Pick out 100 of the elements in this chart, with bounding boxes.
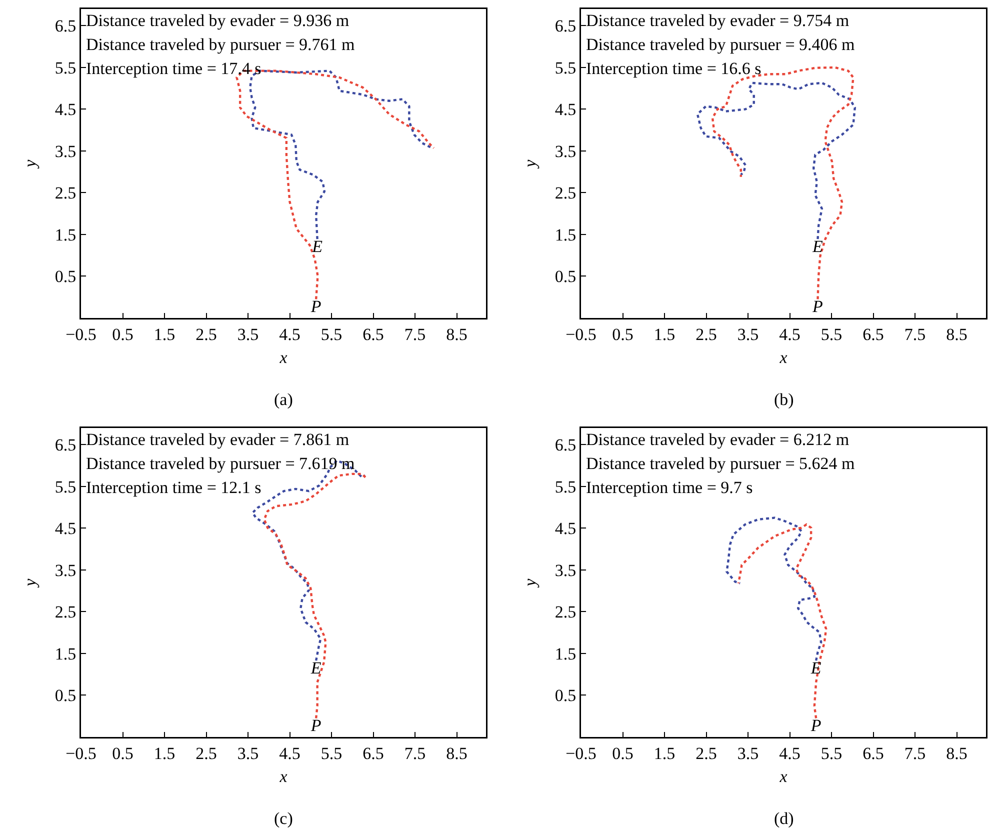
y-tick-label: 6.5 xyxy=(554,436,576,455)
x-tick-label: 2.5 xyxy=(696,744,717,763)
annotation: Distance traveled by pursuer = 9.406 m xyxy=(586,35,855,54)
x-tick-label: 1.5 xyxy=(154,744,176,763)
y-tick-label: 1.5 xyxy=(54,225,76,244)
annotation: Distance traveled by pursuer = 5.624 m xyxy=(586,454,855,473)
y-tick-label: 6.5 xyxy=(554,16,576,36)
x-axis-title: x xyxy=(278,348,288,368)
x-tick-label: 3.5 xyxy=(737,324,759,344)
x-tick-label: 6.5 xyxy=(362,744,384,763)
x-tick-label: 6.5 xyxy=(862,324,884,344)
y-tick-label: 3.5 xyxy=(554,560,576,580)
x-tick-label: 7.5 xyxy=(404,324,426,344)
x-tick-label: 8.5 xyxy=(446,744,468,763)
x-tick-label: 7.5 xyxy=(904,324,926,344)
annotation: P xyxy=(310,296,322,316)
annotation: Distance traveled by evader = 6.212 m xyxy=(586,430,850,449)
y-axis-title: y xyxy=(20,159,40,170)
y-tick-label: 4.5 xyxy=(554,100,576,120)
x-tick-label: −0.5 xyxy=(566,744,596,763)
x-tick-label: 0.5 xyxy=(112,324,134,344)
annotation: Distance traveled by pursuer = 9.761 m xyxy=(86,35,355,54)
annotation: Distance traveled by evader = 7.861 m xyxy=(86,430,350,449)
y-tick-label: 0.5 xyxy=(54,267,76,286)
y-tick-label: 2.5 xyxy=(54,602,76,622)
x-tick-label: 5.5 xyxy=(320,744,342,763)
x-tick-label: 5.5 xyxy=(820,744,842,763)
y-tick-label: 6.5 xyxy=(54,16,76,36)
y-tick-label: 3.5 xyxy=(54,142,76,161)
y-tick-label: 1.5 xyxy=(54,644,76,664)
x-tick-label: 4.5 xyxy=(779,324,800,344)
x-tick-label: 5.5 xyxy=(820,324,842,344)
x-tick-label: 2.5 xyxy=(696,324,717,344)
x-tick-label: 1.5 xyxy=(654,744,676,763)
y-tick-label: 2.5 xyxy=(554,602,576,622)
x-tick-label: −0.5 xyxy=(566,324,596,344)
x-tick-label: 8.5 xyxy=(946,324,968,344)
x-tick-label: 6.5 xyxy=(862,744,884,763)
annotation: P xyxy=(310,716,322,735)
x-tick-label: 7.5 xyxy=(904,744,926,763)
x-tick-label: 2.5 xyxy=(196,324,217,344)
annotation: E xyxy=(311,236,324,256)
x-tick-label: 3.5 xyxy=(737,744,759,763)
y-tick-label: 3.5 xyxy=(554,142,576,161)
x-axis-title: x xyxy=(778,348,788,368)
y-tick-label: 2.5 xyxy=(54,184,76,203)
y-tick-label: 6.5 xyxy=(54,436,76,455)
y-tick-label: 5.5 xyxy=(554,477,576,496)
x-tick-label: 6.5 xyxy=(362,324,384,344)
line-series xyxy=(737,523,828,720)
y-tick-label: 0.5 xyxy=(554,267,576,286)
annotation: E xyxy=(812,236,824,256)
x-tick-label: 2.5 xyxy=(196,744,217,763)
x-tick-label: 0.5 xyxy=(112,744,134,763)
y-tick-label: 2.5 xyxy=(554,184,576,203)
x-tick-label: 5.5 xyxy=(320,324,342,344)
x-tick-label: 4.5 xyxy=(279,744,300,763)
y-tick-label: 1.5 xyxy=(554,644,576,664)
y-axis-title: y xyxy=(520,578,540,588)
y-axis-title: y xyxy=(20,578,40,588)
annotation: P xyxy=(810,716,822,735)
annotation: E xyxy=(310,658,322,678)
x-tick-label: 7.5 xyxy=(404,744,426,763)
y-tick-label: 4.5 xyxy=(54,100,76,120)
annotation: Distance traveled by evader = 9.754 m xyxy=(586,11,850,30)
x-tick-label: −0.5 xyxy=(66,324,96,344)
x-tick-label: 0.5 xyxy=(612,324,634,344)
x-tick-label: −0.5 xyxy=(66,744,96,763)
text: (d) xyxy=(774,809,794,828)
x-tick-label: 1.5 xyxy=(654,324,676,344)
y-tick-label: 0.5 xyxy=(554,686,576,706)
x-tick-label: 3.5 xyxy=(237,744,259,763)
annotation: Distance traveled by evader = 9.936 m xyxy=(86,11,350,30)
y-tick-label: 3.5 xyxy=(54,560,76,580)
annotation: Distance traveled by pursuer = 7.619 m xyxy=(86,454,355,473)
text: (a) xyxy=(274,390,293,409)
annotation: Interception time = 12.1 s xyxy=(86,478,262,497)
line-series xyxy=(726,516,822,662)
line-series xyxy=(696,82,856,240)
x-axis-title: x xyxy=(778,767,788,786)
line-series xyxy=(263,472,368,720)
annotation: Interception time = 16.6 s xyxy=(586,59,762,78)
y-axis-title: y xyxy=(520,159,540,170)
x-tick-label: 1.5 xyxy=(154,324,176,344)
annotation: Interception time = 9.7 s xyxy=(586,478,753,497)
x-tick-label: 8.5 xyxy=(946,744,968,763)
y-tick-label: 5.5 xyxy=(54,477,76,496)
x-tick-label: 3.5 xyxy=(237,324,259,344)
y-tick-label: 5.5 xyxy=(554,58,576,78)
y-tick-label: 4.5 xyxy=(54,519,76,538)
x-tick-label: 8.5 xyxy=(446,324,468,344)
x-tick-label: 4.5 xyxy=(779,744,800,763)
x-tick-label: 0.5 xyxy=(612,744,634,763)
x-axis-title: x xyxy=(278,767,288,786)
text: (b) xyxy=(774,390,794,409)
annotation: P xyxy=(812,296,823,316)
y-tick-label: 4.5 xyxy=(554,519,576,538)
y-tick-label: 0.5 xyxy=(54,686,76,706)
y-tick-label: 1.5 xyxy=(554,225,576,244)
annotation: E xyxy=(810,658,822,678)
